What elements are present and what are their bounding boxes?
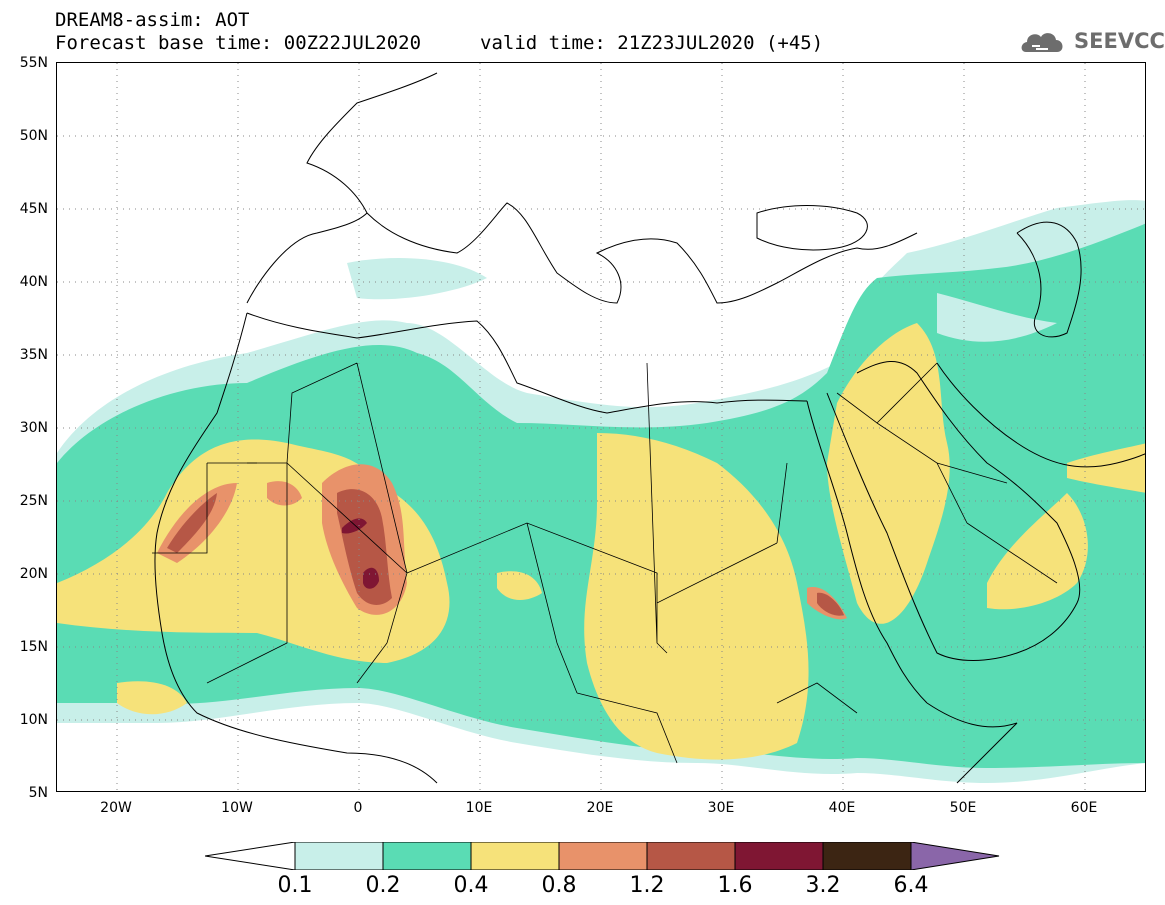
colorbar-bin-5 [646,842,736,870]
valid-time: valid time: 21Z23JUL2020 (+45) [480,32,824,54]
colorbar-bin-2 [382,842,472,870]
lat-label: 20N [19,566,48,582]
colorbar-bin-6 [734,842,824,870]
lat-label: 45N [19,201,48,217]
logo-text: SEEVCCC [1074,29,1165,53]
lon-label: 0 [353,800,363,816]
lon-label: 60E [1070,800,1098,816]
colorbar-bin-1 [294,842,384,870]
colorbar-label: 0.1 [277,873,313,898]
colorbar-bin-7 [822,842,912,870]
aot-colorbar [205,842,1000,870]
title-line-1: DREAM8-assim: AOT [55,9,250,31]
lat-label: 35N [19,347,48,363]
colorbar-label: 3.2 [805,873,841,898]
map-canvas [57,63,1145,791]
colorbar-label: 1.2 [629,873,665,898]
colorbar-below [205,842,296,870]
lat-label: 30N [19,420,48,436]
coastlines [154,72,1145,784]
lon-label: 10W [221,800,253,816]
lat-label: 25N [19,493,48,509]
cloud-icon [1021,33,1063,52]
lon-label: 10E [465,800,493,816]
lon-label: 30E [707,800,735,816]
colorbar-label: 6.4 [893,873,929,898]
lon-label: 40E [828,800,856,816]
colorbar-label: 0.4 [453,873,489,898]
dust-aot-map [56,62,1146,792]
colorbar-bin-3 [470,842,560,870]
colorbar-above [910,842,1000,870]
aot-field-1-6 [342,518,379,589]
lat-label: 40N [19,274,48,290]
lon-label: 50E [949,800,977,816]
colorbar-label: 0.8 [541,873,577,898]
lat-label: 55N [19,55,48,71]
lat-label: 50N [19,128,48,144]
lon-label: 20E [586,800,614,816]
colorbar-label: 0.2 [365,873,401,898]
country-borders [152,362,1058,764]
title-line-2: Forecast base time: 00Z22JUL2020 [55,32,422,54]
lat-label: 10N [19,712,48,728]
lat-label: 5N [28,785,48,801]
lat-label: 15N [19,639,48,655]
lon-label: 20W [100,800,132,816]
colorbar-bin-4 [558,842,648,870]
aot-field-0-4 [57,323,1145,760]
colorbar-label: 1.6 [717,873,753,898]
